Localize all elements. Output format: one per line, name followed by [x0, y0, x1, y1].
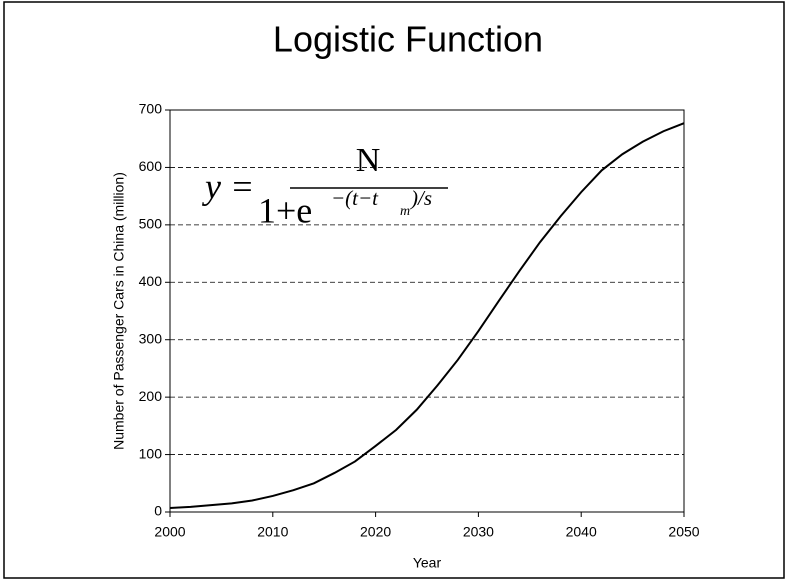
- y-tick-label: 400: [139, 273, 163, 289]
- y-axis-label: Number of Passenger Cars in China (milli…: [111, 172, 127, 450]
- x-tick-label: 2040: [566, 524, 597, 540]
- line-series: [169, 122, 685, 509]
- equation-subscript: m: [400, 204, 410, 219]
- equation-exponent: −(t−t: [331, 186, 379, 210]
- x-tick-label: 2030: [463, 524, 494, 540]
- equation: y = N 1+e −(t−t m )/s: [202, 142, 448, 230]
- equation-numerator: N: [356, 142, 381, 179]
- x-tick-label: 2050: [668, 524, 699, 540]
- y-tick-label: 200: [139, 388, 163, 404]
- x-tick-label: 2000: [154, 524, 185, 540]
- equation-denominator: 1+e: [258, 190, 312, 230]
- y-tick-label: 700: [139, 101, 163, 117]
- equation-lhs: y =: [202, 166, 254, 206]
- y-tick-label: 300: [139, 330, 163, 346]
- equation-exponent-end: )/s: [410, 186, 432, 210]
- chart-title: Logistic Function: [273, 19, 543, 60]
- y-tick-label: 100: [139, 445, 163, 461]
- y-tick-label: 600: [139, 158, 163, 174]
- x-tick-label: 2010: [257, 524, 288, 540]
- frame: [3, 1, 785, 579]
- x-tick-label: 2020: [360, 524, 391, 540]
- y-tick-label: 500: [139, 216, 163, 232]
- plot-area: [169, 109, 685, 513]
- y-tick-label: 0: [154, 503, 162, 519]
- x-axis-label: Year: [413, 555, 442, 571]
